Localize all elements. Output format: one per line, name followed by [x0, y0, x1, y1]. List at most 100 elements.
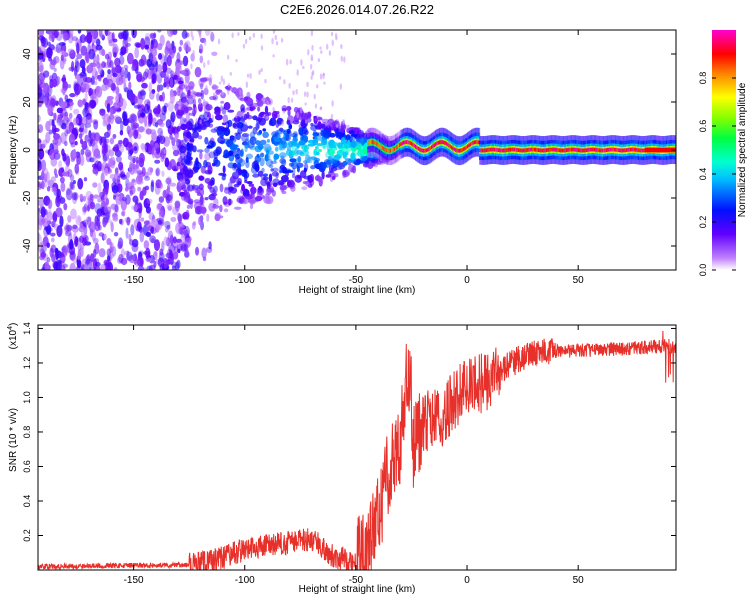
heatmap-cell [120, 77, 127, 84]
heatmap-cell [67, 84, 72, 89]
heatmap-cell [137, 110, 142, 119]
heatmap-cell [198, 216, 202, 226]
heatmap-cell [58, 160, 62, 169]
heatmap-cell [260, 33, 263, 40]
heatmap-cell [126, 141, 133, 148]
y-tick-label: 20 [22, 96, 33, 108]
heatmap-cell [199, 119, 202, 125]
heatmap-cell [74, 83, 82, 96]
heatmap-cell [63, 203, 68, 211]
heatmap-cell [383, 146, 386, 151]
heatmap-cell [67, 48, 74, 54]
heatmap-cell [319, 73, 323, 80]
heatmap-cell [143, 240, 150, 250]
heatmap-cell [605, 148, 609, 153]
heatmap-cell [271, 37, 274, 45]
heatmap-cell [221, 107, 227, 115]
heatmap-cell [138, 152, 145, 164]
heatmap-cell [265, 153, 271, 161]
heatmap-cell [242, 188, 250, 198]
heatmap-cell [204, 169, 212, 175]
heatmap-cell [227, 89, 230, 95]
heatmap-cell [186, 142, 191, 151]
heatmap-cell [101, 49, 106, 57]
heatmap-cell [198, 175, 204, 181]
heatmap-cell [244, 107, 247, 113]
heatmap-cell [280, 129, 286, 133]
heatmap-cell [78, 133, 83, 139]
heatmap-cell [345, 171, 351, 176]
heatmap-cell [163, 149, 167, 154]
heatmap-cell [103, 201, 108, 214]
heatmap-cell [79, 71, 87, 77]
heatmap-cell [74, 236, 79, 246]
heatmap-cell [115, 94, 120, 104]
heatmap-cell [289, 158, 297, 163]
heatmap-cell [342, 151, 347, 159]
heatmap-cell [38, 180, 43, 191]
heatmap-cell [101, 61, 106, 69]
heatmap-cell [301, 186, 308, 191]
heatmap-cell [303, 167, 307, 173]
heatmap-cell [109, 241, 113, 252]
heatmap-cell [325, 174, 332, 178]
heatmap-cell [61, 122, 67, 130]
heatmap-cell [307, 111, 312, 119]
heatmap-cell [280, 37, 284, 43]
heatmap-cell [523, 148, 526, 153]
heatmap-cell [55, 248, 59, 261]
heatmap-cell [51, 237, 55, 243]
heatmap-cell [43, 96, 48, 105]
x-tick-label: -100 [235, 275, 255, 286]
heatmap-cell [555, 147, 558, 152]
heatmap-cell [635, 147, 638, 152]
heatmap-cell [94, 261, 101, 267]
heatmap-cell [159, 94, 163, 102]
heatmap-cell [138, 250, 144, 257]
heatmap-cell [567, 148, 570, 152]
heatmap-cell [95, 265, 100, 270]
heatmap-cell [40, 143, 46, 149]
heatmap-cell [211, 162, 216, 167]
heatmap-cell [109, 108, 114, 116]
heatmap-cell [299, 106, 303, 114]
heatmap-cell [244, 145, 248, 153]
heatmap-cell [186, 204, 191, 209]
heatmap-cell [559, 148, 562, 153]
heatmap-cell [59, 176, 65, 184]
heatmap-cell [384, 147, 387, 152]
heatmap-cell [229, 71, 233, 76]
heatmap-cell [183, 84, 188, 89]
heatmap-cell [59, 195, 63, 200]
heatmap-cell [120, 211, 125, 217]
heatmap-cell [88, 88, 94, 96]
heatmap-cell [491, 147, 494, 152]
heatmap-cell [291, 173, 296, 179]
heatmap-cell [111, 213, 119, 220]
y-tick-label: 1.2 [22, 357, 32, 370]
heatmap-cell [181, 139, 188, 143]
heatmap-cell [131, 155, 138, 163]
heatmap-cell [374, 159, 382, 165]
heatmap-cell [464, 146, 467, 151]
heatmap-cell [72, 257, 77, 265]
heatmap-cell [435, 142, 438, 147]
heatmap-cell [62, 244, 68, 254]
heatmap-cell [172, 206, 179, 216]
heatmap-cell [90, 253, 95, 263]
colorbar-tick-label: 0.8 [698, 72, 708, 85]
heatmap-cell [620, 148, 623, 153]
heatmap-cell [90, 131, 97, 141]
heatmap-cell [139, 257, 144, 267]
heatmap-cell [69, 181, 74, 190]
heatmap-cell [431, 145, 434, 150]
heatmap-cell [74, 192, 78, 201]
heatmap-cell [143, 220, 150, 226]
heatmap-cell [70, 142, 76, 148]
heatmap-cell [109, 60, 114, 68]
heatmap-cell [67, 33, 74, 44]
heatmap-cell [285, 134, 291, 142]
heatmap-cell [67, 215, 72, 223]
colorbar-ticks: 0.0 0.2 0.4 0.6 0.8 [698, 72, 736, 276]
heatmap-cell [461, 148, 465, 152]
